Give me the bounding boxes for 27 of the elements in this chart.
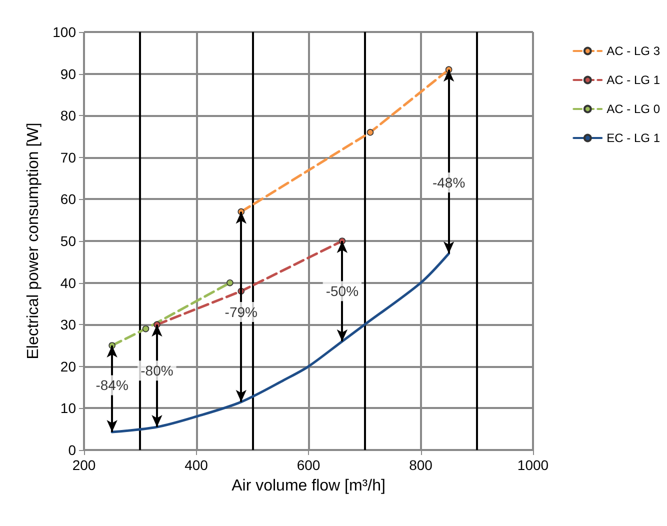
- y-axis-title: Electrical power consumption [W]: [25, 122, 42, 360]
- x-tick-label: 800: [409, 457, 433, 473]
- y-tick-label: 50: [60, 233, 76, 249]
- y-tick-label: 60: [60, 191, 76, 208]
- annotation: -80%: [140, 362, 174, 379]
- annotation: -79%: [224, 304, 258, 320]
- y-tick-label: 80: [60, 108, 76, 124]
- y-tick-label: 70: [60, 149, 76, 166]
- x-tick-label: 1000: [517, 457, 549, 473]
- x-tick-label: 400: [184, 457, 208, 473]
- y-tick-label: 0: [68, 442, 76, 458]
- y-tick-label: 30: [60, 316, 76, 333]
- y-tick-label: 10: [60, 400, 76, 416]
- y-tick-label: 20: [60, 358, 76, 374]
- legend-label: AC - LG 0: [606, 102, 660, 116]
- legend-label: EC - LG 1: [606, 131, 660, 145]
- legend-label: AC - LG 3: [606, 44, 660, 58]
- x-axis-title: Air volume flow [m³/h]: [232, 478, 386, 494]
- y-tick-label: 40: [60, 274, 76, 291]
- legend-label: AC - LG 1: [606, 73, 660, 87]
- y-tick-label: 90: [60, 66, 76, 82]
- x-tick-label: 600: [296, 457, 320, 473]
- annotation: -50%: [326, 283, 359, 300]
- annotation: -48%: [432, 174, 466, 190]
- x-tick-label: 200: [72, 457, 96, 473]
- annotation: -84%: [96, 377, 128, 394]
- y-tick-label: 100: [52, 24, 76, 40]
